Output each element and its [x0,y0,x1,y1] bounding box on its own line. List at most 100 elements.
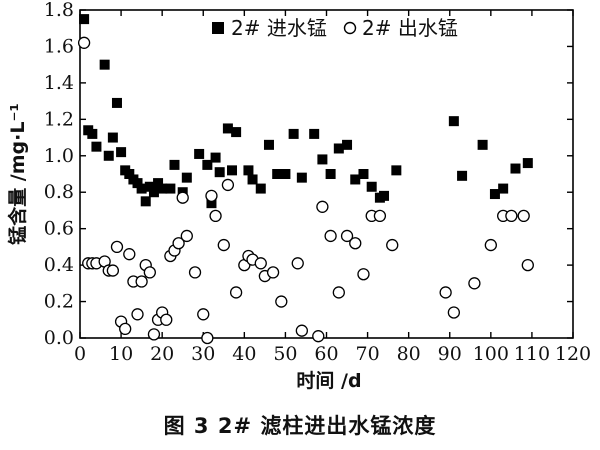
inflow-point [333,143,344,154]
x-tick-label: 50 [273,343,297,365]
y-axis-label: 锰含量 /mg·L⁻¹ [6,103,29,245]
inflow-point [296,172,307,183]
legend-marker-outflow [343,21,357,35]
outflow-point [517,209,530,223]
inflow-point [99,59,110,70]
inflow-point [522,158,533,169]
inflow-point [111,97,122,108]
legend-label-inflow: 2# 进水锰 [231,16,327,40]
inflow-point [144,181,155,192]
inflow-point [342,139,353,150]
outflow-point [275,295,288,308]
inflow-point [148,187,159,198]
legend-marker-inflow [212,22,224,34]
inflow-point [157,183,168,194]
x-tick-label: 70 [355,343,379,365]
inflow-point [222,123,233,134]
inflow-point [288,128,299,139]
inflow-point [124,169,135,179]
y-axis-title: 锰含量 /mg·L⁻¹ [6,103,29,245]
x-tick-label: 20 [150,343,174,365]
outflow-point [131,308,144,321]
outflow-point [373,209,387,223]
inflow-point [79,14,90,25]
inflow-point [165,183,176,194]
inflow-point [510,163,521,174]
outflow-point [229,286,243,299]
outflow-point [160,313,173,326]
outflow-point [439,286,452,299]
inflow-point [210,152,221,163]
inflow-point [489,189,500,200]
y-tick-label: 0.2 [44,291,74,313]
x-tick-label: 110 [514,343,550,365]
legend-label-outflow: 2# 出水锰 [362,16,458,40]
outflow-point [123,248,136,261]
inflow-point [103,150,114,161]
outflow-point [188,266,202,279]
inflow-point [247,174,258,185]
outflow-point [316,200,329,213]
inflow-point [366,181,377,192]
outflow-point [340,229,354,243]
inflow-point [309,128,320,139]
y-tick-label: 1.2 [44,108,74,130]
outflow-point [110,240,124,254]
x-axis-label: 时间 /d [296,370,361,392]
outflow-point [291,257,304,270]
inflow-point [206,198,217,209]
outflow-point [209,209,222,223]
outflow-point [135,275,148,288]
outflow-point [143,266,156,279]
outflow-point [147,328,161,341]
outflow-point [217,238,230,252]
outflow-point [521,258,534,272]
outflow-point [357,268,370,281]
inflow-point [448,116,459,127]
y-tick-label: 0.6 [44,218,74,240]
outflow-point [324,229,337,243]
outflow-point [312,330,325,343]
outflow-point [386,238,399,252]
inflow-point [255,183,266,194]
inflow-point [391,165,402,176]
x-tick-label: 80 [397,343,421,365]
y-tick-label: 0.8 [44,181,74,203]
y-tick-label: 1.4 [44,72,74,94]
outflow-point [447,306,461,319]
outflow-point [505,209,518,223]
y-tick-label: 0.0 [44,327,74,349]
inflow-point [132,178,143,189]
outflow-point [106,264,120,277]
outflow-point [201,331,214,345]
inflow-point [325,169,336,179]
outflow-point [332,286,345,299]
x-tick-label: 100 [473,343,509,365]
inflow-point [153,178,164,189]
inflow-point [87,128,98,139]
inflow-point [214,167,225,178]
outflow-point [468,277,481,290]
x-tick-label: 10 [109,343,133,365]
inflow-point [358,169,369,179]
x-tick-label: 90 [438,343,462,365]
inflow-point [194,148,205,159]
outflow-point [180,229,193,243]
inflow-point [181,172,192,183]
x-tick-label: 40 [232,343,256,365]
inflow-point [498,183,509,194]
inflow-point [227,165,238,176]
inflow-point [477,139,488,150]
outflow-point [119,322,132,336]
inflow-point [140,196,151,207]
inflow-point [317,154,328,165]
inflow-point [280,169,291,179]
outflow-point [484,238,497,252]
inflow-point [263,139,274,150]
x-tick-label: 0 [74,343,86,365]
x-tick-label: 30 [191,343,215,365]
outflow-point [295,324,309,337]
inflow-point [231,127,242,138]
outflow-point [205,189,218,203]
